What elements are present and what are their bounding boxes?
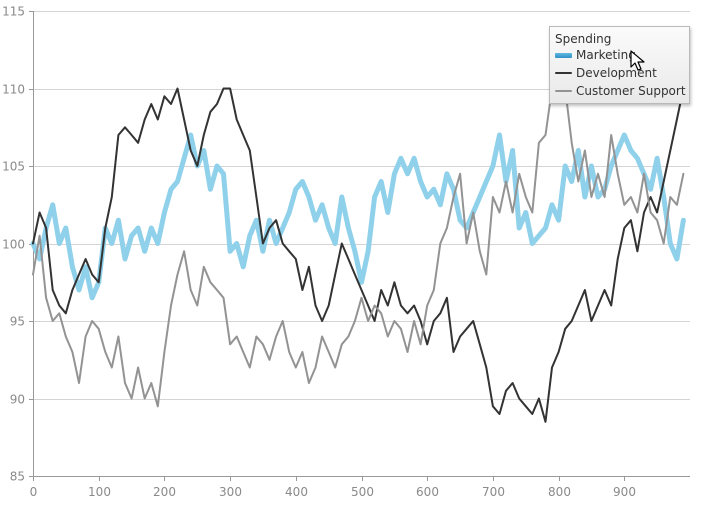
legend-label-customer-support: Customer Support bbox=[576, 84, 686, 98]
legend-title: Spending bbox=[555, 32, 612, 46]
legend-swatch-development bbox=[555, 72, 572, 74]
x-tick-label: 400 bbox=[285, 485, 308, 499]
y-tick-label: 90 bbox=[10, 393, 25, 407]
x-axis: 0 100 200 300 400 500 600 700 800 900 bbox=[30, 476, 690, 499]
y-axis: 85 90 95 100 105 110 115 bbox=[2, 5, 34, 484]
legend-item-marketing[interactable]: Marketing bbox=[555, 47, 636, 63]
x-tick-label: 500 bbox=[351, 485, 374, 499]
x-tick-label: 200 bbox=[153, 485, 176, 499]
legend-item-customer-support[interactable]: Customer Support bbox=[555, 83, 686, 99]
series-group bbox=[30, 41, 686, 423]
x-tick-label: 800 bbox=[548, 485, 571, 499]
legend-label-marketing: Marketing bbox=[576, 48, 636, 62]
x-tick-label: 100 bbox=[88, 485, 111, 499]
y-tick-label: 85 bbox=[10, 470, 25, 484]
x-tick-label: 0 bbox=[30, 485, 38, 499]
series-line-customer-support bbox=[32, 41, 685, 408]
legend-swatch-customer-support bbox=[555, 90, 572, 92]
y-tick-label: 110 bbox=[2, 83, 25, 97]
legend-label-development: Development bbox=[576, 66, 657, 80]
y-tick-label: 105 bbox=[2, 160, 25, 174]
x-tick-label: 300 bbox=[219, 485, 242, 499]
legend-item-development[interactable]: Development bbox=[555, 65, 657, 81]
legend[interactable]: Spending Marketing Development Customer … bbox=[549, 26, 690, 104]
y-tick-label: 95 bbox=[10, 315, 25, 329]
series-line-development bbox=[32, 87, 685, 423]
x-tick-label: 700 bbox=[482, 485, 505, 499]
y-tick-label: 100 bbox=[2, 238, 25, 252]
x-tick-label: 600 bbox=[416, 485, 439, 499]
legend-swatch-marketing bbox=[555, 52, 572, 58]
x-tick-label: 900 bbox=[613, 485, 636, 499]
y-tick-label: 115 bbox=[2, 5, 25, 19]
mouse-cursor-icon bbox=[630, 50, 645, 71]
